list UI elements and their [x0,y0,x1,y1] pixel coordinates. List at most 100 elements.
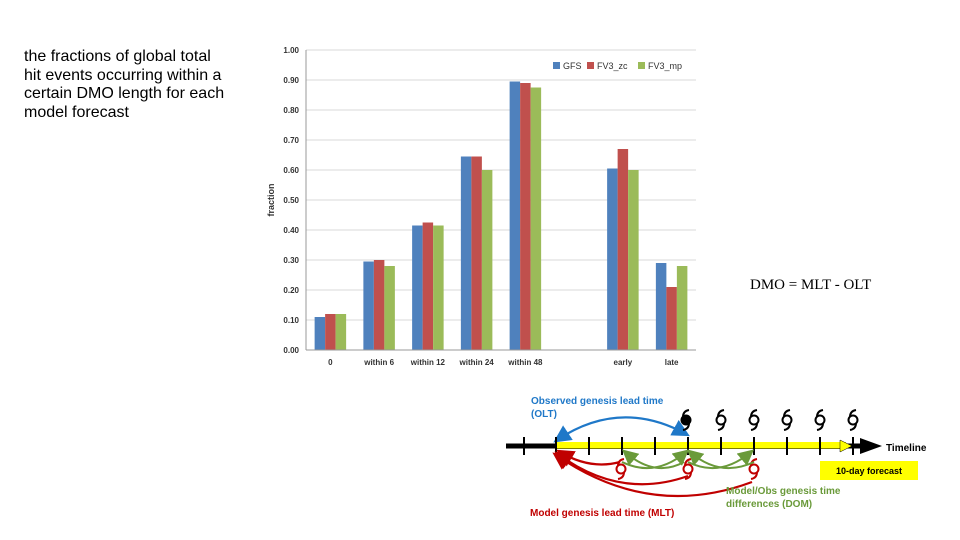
storm-icon-obs-6 [847,409,859,431]
storm-icon-obs-6-eye [847,414,859,426]
storm-icon-obs-4-arm-top [783,409,791,418]
dom-label-line2: differences (DOM) [726,499,812,510]
storm-icon-obs-2-arm-bottom [717,422,725,431]
bar-gfs-3 [460,156,472,350]
chart-axis: 0.00 0.10 0.20 0.30 0.40 0.50 0.60 0.70 0.80 0.90… [283,46,696,367]
y-tick-label: 0.20 [283,286,299,295]
y-tick-label: 0.90 [283,76,299,85]
bar-fv3-mp-1 [384,266,395,350]
caption-line-2: hit events occurring within a [24,66,222,84]
legend-swatch-fv3-zc [587,62,594,69]
legend-swatch-gfs [553,62,560,69]
x-tick-label: early [614,358,633,367]
chart-bars [314,81,688,350]
forecast-arrowhead [839,439,853,453]
bar-fv3-mp-2 [433,225,444,350]
x-tick-label: late [665,358,679,367]
x-tick-label: within 6 [363,358,394,367]
dom-arrow-4 [621,449,690,469]
y-tick-label: 0.40 [283,226,299,235]
bar-fv3-mp-4 [530,87,542,350]
x-tick-label: within 48 [507,358,543,367]
storm-icon-model-1-arm-bottom [617,471,625,480]
y-tick-label: 0.60 [283,166,299,175]
storm-icon-obs-1-arm-bottom [682,422,690,431]
storm-icon-obs-3 [748,409,760,431]
bar-fv3-zc-4 [520,83,531,350]
bar-gfs-2 [412,225,423,350]
bar-gfs-1 [363,261,374,350]
storm-icon-obs-3-arm-bottom [750,422,758,431]
storm-icon-obs-5 [814,409,826,431]
bar-gfs-7 [655,263,667,350]
x-tick-label: 0 [328,358,333,367]
bar-fv3-zc-0 [325,314,336,350]
storm-icon-obs-3-arm-top [750,409,758,418]
x-tick-label: within 12 [410,358,446,367]
storm-icon-obs-5-eye [814,414,826,426]
storm-icon-model-3-arm-bottom [750,471,758,480]
y-tick-label: 0.50 [283,196,299,205]
y-tick-label: 0.30 [283,256,299,265]
bar-fv3-mp-3 [481,170,493,350]
storm-icon-obs-4-arm-bottom [783,422,791,431]
storm-icon-obs-2 [715,409,727,431]
storm-icon-obs-5-arm-bottom [816,422,824,431]
legend-label-gfs: GFS [563,61,582,71]
olt-arrow [553,416,690,443]
storm-icon-obs-4 [781,409,793,431]
chart-legend: GFS FV3_zc FV3_mp [553,61,682,71]
olt-label-line2: (OLT) [531,409,557,420]
storm-icon-obs-1-arm-top [682,409,690,418]
storm-icon-obs-5-arm-top [816,409,824,418]
y-tick-label: 0.10 [283,316,299,325]
caption-text: the fractions of global total hit events… [24,48,246,122]
bar-fv3-mp-6 [628,170,639,350]
storm-icon-obs-4-eye [781,414,793,426]
y-tick-label: 0.00 [283,346,299,355]
storm-icon-obs-1-eye [680,414,692,426]
legend-swatch-fv3-mp [638,62,645,69]
bar-fv3-mp-0 [335,314,347,350]
mlt-arrow-3 [552,452,753,498]
forecast-label: 10-day forecast [836,466,902,476]
forecast-band-overlay [556,443,846,448]
y-tick-label: 0.80 [283,106,299,115]
observed-storm-symbols [680,409,859,431]
bar-gfs-0 [314,317,326,350]
storm-icon-obs-6-arm-bottom [849,422,857,431]
bar-fv3-zc-1 [373,260,385,350]
x-tick-label: within 24 [459,358,495,367]
timeline-arrowhead [860,438,882,454]
bar-fv3-zc-7 [666,287,677,350]
caption-line-4: model forecast [24,103,129,121]
caption-line-3: certain DMO length for each [24,85,225,102]
olt-label-line1: Observed genesis lead time [531,396,664,407]
forecast-box [820,461,918,480]
bar-fv3-zc-6 [617,149,629,350]
caption-line-1: the fractions of global total [24,48,211,65]
y-tick-label: 1.00 [283,46,299,55]
bar-fv3-zc-2 [422,222,434,350]
legend-label-fv3-zc: FV3_zc [597,61,628,71]
y-tick-label: 0.70 [283,136,299,145]
mlt-label: Model genesis lead time (MLT) [530,508,674,519]
storm-icon-obs-6-arm-top [849,409,857,418]
storm-icon-obs-2-eye [715,414,727,426]
storm-icon-obs-3-eye [748,414,760,426]
storm-icon-obs-1 [680,409,692,431]
dom-arrow-3 [686,449,755,469]
bar-gfs-4 [509,81,521,350]
dom-label-line1: Model/Obs genesis time [726,486,841,497]
bar-gfs-6 [607,168,618,350]
bar-fv3-zc-3 [471,156,482,350]
storm-icon-model-2-arm-bottom [684,471,692,480]
dmo-equation: DMO = MLT - OLT [750,277,872,293]
timeline-label: Timeline [886,443,927,454]
bar-fv3-mp-7 [676,266,688,350]
y-axis-label: fraction [266,183,276,216]
storm-icon-model-1-eye [615,463,627,475]
storm-icon-obs-2-arm-top [717,409,725,418]
